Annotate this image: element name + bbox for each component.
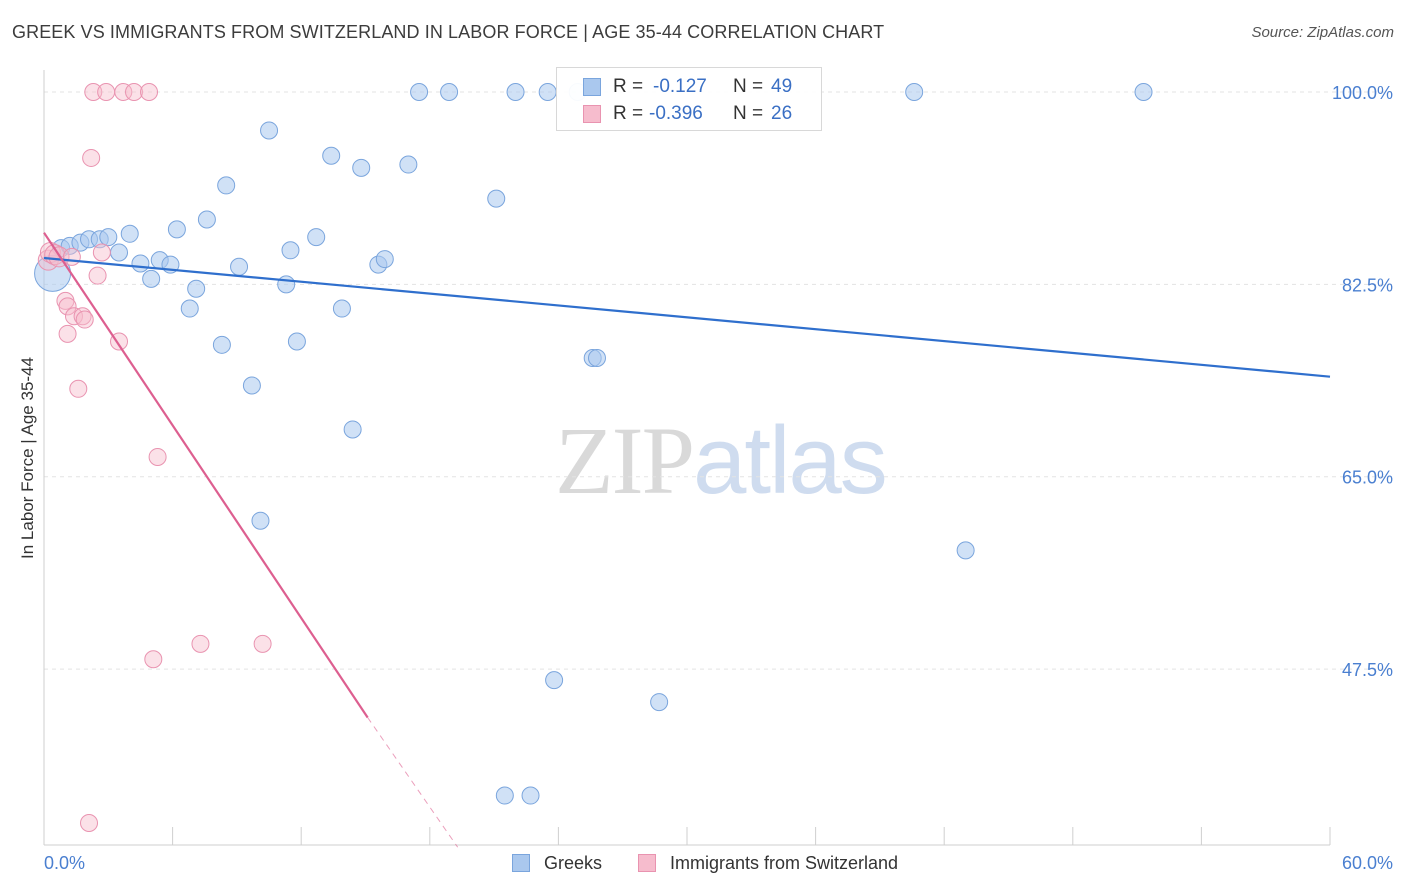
correlation-legend: R = -0.127 N = 49 R = -0.396 N = 26 — [556, 67, 822, 131]
greeks-point — [242, 376, 261, 395]
swiss-r-value: -0.396 — [649, 103, 703, 124]
greeks-point — [260, 121, 279, 140]
swiss-swatch — [583, 105, 601, 123]
greeks-n-value: 49 — [771, 76, 793, 97]
swiss-point — [58, 324, 77, 343]
greeks-point — [277, 275, 296, 294]
greeks-point — [197, 210, 216, 229]
greeks-point — [131, 254, 150, 273]
greeks-point — [905, 82, 924, 101]
greeks-point — [180, 299, 199, 318]
swiss-point — [148, 447, 167, 466]
swiss-point — [80, 814, 99, 833]
greeks-point — [142, 269, 161, 288]
greeks-point — [217, 176, 236, 195]
greeks-point — [410, 82, 429, 101]
greeks-swatch — [583, 78, 601, 96]
swiss-point — [191, 634, 210, 653]
swiss-point — [114, 82, 133, 101]
y-axis-label: In Labor Force | Age 35-44 — [18, 357, 37, 559]
swiss-point — [125, 82, 144, 101]
greeks-point — [332, 299, 351, 318]
greeks-point — [506, 82, 525, 101]
swiss-trend-line — [43, 232, 369, 719]
source-credit: Source: ZipAtlas.com — [1251, 24, 1394, 41]
n-label: N = — [733, 103, 764, 124]
greeks-legend-label: Greeks — [544, 853, 603, 873]
swiss-legend-swatch — [638, 854, 656, 872]
greeks-point — [375, 250, 394, 269]
greeks-point — [120, 224, 139, 243]
greeks-point — [322, 146, 341, 165]
greeks-point — [487, 189, 506, 208]
greeks-point — [212, 335, 231, 354]
greeks-point — [251, 511, 270, 530]
swiss-point — [84, 82, 103, 101]
greeks-point — [521, 786, 540, 805]
y-tick-label: 47.5% — [1342, 660, 1393, 680]
greeks-point — [352, 158, 371, 177]
greeks-point — [1134, 82, 1153, 101]
x-tick-label: 60.0% — [1342, 853, 1393, 873]
greeks-legend-swatch — [512, 854, 530, 872]
greeks-point — [230, 257, 249, 276]
greeks-point — [110, 243, 129, 262]
greeks-point — [399, 155, 418, 174]
swiss-legend-label: Immigrants from Switzerland — [670, 853, 899, 873]
greeks-trend-line — [43, 256, 1331, 378]
swiss-point — [253, 634, 272, 653]
swiss-point — [58, 297, 77, 316]
swiss-point — [73, 307, 92, 326]
greeks-point — [495, 786, 514, 805]
chart-title: GREEK VS IMMIGRANTS FROM SWITZERLAND IN … — [12, 22, 885, 42]
swiss-point — [97, 82, 116, 101]
swiss-point — [75, 310, 94, 329]
greeks-point — [343, 420, 362, 439]
r-label: R = — [613, 103, 644, 124]
greeks-point — [440, 82, 459, 101]
greeks-point — [538, 82, 557, 101]
swiss-point — [82, 148, 101, 167]
greeks-point — [307, 228, 326, 247]
greeks-point — [187, 279, 206, 298]
greeks-point — [281, 241, 300, 260]
greeks-point — [956, 541, 975, 560]
y-tick-label: 82.5% — [1342, 275, 1393, 295]
greeks-point — [650, 693, 669, 712]
swiss-point — [88, 266, 107, 285]
n-label: N = — [733, 76, 764, 97]
swiss-point — [62, 247, 81, 266]
x-tick-label: 0.0% — [44, 853, 85, 873]
y-tick-label: 65.0% — [1342, 468, 1393, 488]
greeks-point — [587, 349, 606, 368]
r-label: R = — [613, 76, 644, 97]
swiss-point — [92, 243, 111, 262]
y-tick-label: 100.0% — [1332, 83, 1393, 103]
swiss-trend-extension — [367, 717, 459, 848]
greeks-point — [99, 228, 118, 247]
swiss-point — [144, 650, 163, 669]
greeks-point — [545, 671, 564, 690]
swiss-n-value: 26 — [771, 103, 793, 124]
greeks-point — [287, 332, 306, 351]
swiss-point — [140, 82, 159, 101]
greeks-point — [167, 220, 186, 239]
swiss-point — [69, 379, 88, 398]
greeks-r-value: -0.127 — [653, 76, 707, 97]
